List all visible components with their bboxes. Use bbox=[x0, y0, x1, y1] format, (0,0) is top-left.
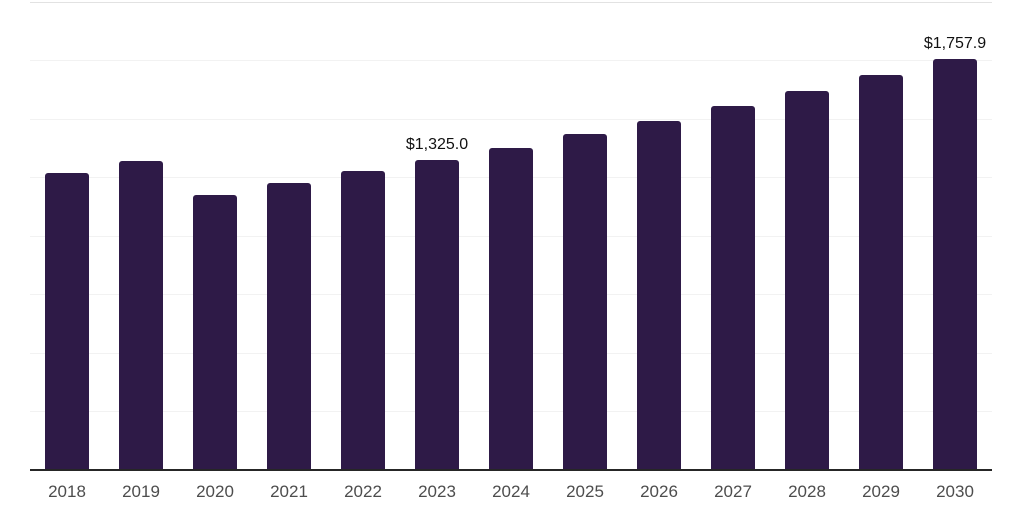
bar-2028 bbox=[785, 90, 829, 470]
bar-2022 bbox=[341, 171, 385, 470]
x-tick-2030: 2030 bbox=[936, 482, 974, 501]
bar-2019 bbox=[119, 160, 163, 470]
x-tick-2027: 2027 bbox=[714, 482, 752, 501]
bar-2018 bbox=[45, 172, 89, 470]
bar-2027 bbox=[711, 106, 755, 470]
gridline-1750 bbox=[30, 60, 992, 61]
bar-2030 bbox=[933, 58, 977, 470]
x-tick-2021: 2021 bbox=[270, 482, 308, 501]
x-tick-2020: 2020 bbox=[196, 482, 234, 501]
bar-2020 bbox=[193, 194, 237, 470]
bar-2029 bbox=[859, 75, 903, 470]
x-tick-2019: 2019 bbox=[122, 482, 160, 501]
bar-2021 bbox=[267, 183, 311, 470]
gridline-1500 bbox=[30, 118, 992, 120]
x-tick-2018: 2018 bbox=[48, 482, 86, 501]
bar-2023 bbox=[415, 159, 459, 470]
gridline-2000 bbox=[30, 1, 992, 3]
x-tick-2023: 2023 bbox=[418, 482, 456, 501]
x-tick-2028: 2028 bbox=[788, 482, 826, 501]
x-tick-2022: 2022 bbox=[344, 482, 382, 501]
data-label-2030: $1,757.9 bbox=[923, 34, 987, 52]
x-tick-2025: 2025 bbox=[566, 482, 604, 501]
x-tick-2024: 2024 bbox=[492, 482, 530, 501]
bar-2025 bbox=[563, 134, 607, 470]
bar-2024 bbox=[489, 148, 533, 470]
x-tick-2029: 2029 bbox=[862, 482, 900, 501]
x-axis-line bbox=[30, 469, 992, 471]
x-tick-2026: 2026 bbox=[640, 482, 678, 501]
bar-2026 bbox=[637, 120, 681, 470]
data-label-2023: $1,325.0 bbox=[405, 135, 469, 153]
